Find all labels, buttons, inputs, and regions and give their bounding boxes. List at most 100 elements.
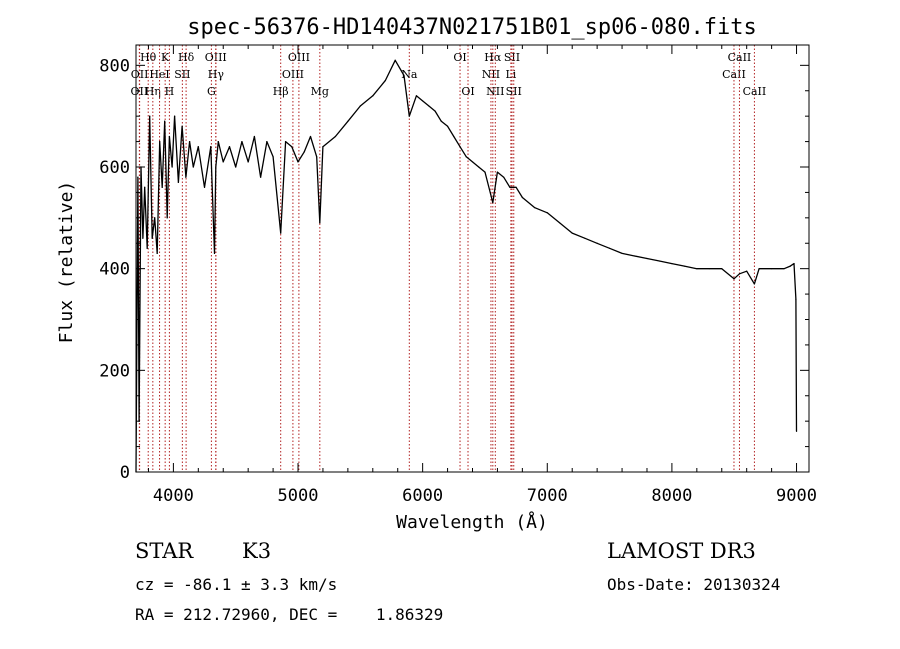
data-point xyxy=(459,146,461,148)
survey-name: LAMOST DR3 xyxy=(607,539,756,563)
data-point xyxy=(415,95,418,97)
line-marker-label: CaII xyxy=(743,85,767,98)
data-point xyxy=(492,201,494,204)
line-marker-label: Li xyxy=(505,68,516,81)
data-point xyxy=(272,156,274,158)
cz-value: cz = -86.1 ± 3.3 km/s xyxy=(135,575,338,594)
line-marker-label: Hθ xyxy=(140,51,157,64)
line-marker-label: SII xyxy=(506,85,522,98)
data-point xyxy=(465,156,467,158)
data-point xyxy=(484,171,486,173)
line-marker-label: OII xyxy=(131,68,149,81)
data-point xyxy=(137,176,139,178)
line-marker-label: HeI xyxy=(149,68,169,81)
line-marker-label: Na xyxy=(401,68,418,81)
data-point xyxy=(280,232,282,234)
data-point xyxy=(753,283,756,285)
data-point xyxy=(215,166,217,168)
data-point xyxy=(696,268,698,270)
data-point xyxy=(174,115,176,117)
x-axis-label: Wavelength (Å) xyxy=(396,511,548,533)
data-point xyxy=(266,140,268,143)
x-tick-label: 5000 xyxy=(278,486,319,506)
data-point xyxy=(422,100,424,102)
data-point xyxy=(403,74,405,77)
line-marker-label: G xyxy=(207,85,216,98)
data-point xyxy=(408,115,410,117)
data-point xyxy=(177,181,179,183)
data-point xyxy=(188,140,191,143)
line-marker-label: CaII xyxy=(722,68,746,81)
data-point xyxy=(608,247,611,249)
line-marker-label: Mg xyxy=(311,85,329,98)
data-point xyxy=(428,105,430,107)
line-marker-label: Hα xyxy=(484,51,502,64)
data-point xyxy=(559,222,561,224)
data-point xyxy=(291,146,293,148)
data-point xyxy=(260,176,262,178)
line-marker-label: Hγ xyxy=(208,68,225,81)
data-point xyxy=(210,146,212,148)
data-point xyxy=(217,140,219,143)
line-marker-label: NII xyxy=(482,68,500,81)
data-point xyxy=(738,273,741,275)
data-point xyxy=(478,166,480,168)
data-point xyxy=(166,217,168,219)
data-point xyxy=(793,262,795,265)
line-marker-label: OIII xyxy=(282,68,304,81)
data-point xyxy=(733,278,735,280)
data-point xyxy=(683,265,685,267)
subclass: K3 xyxy=(242,539,272,563)
chart-title: spec-56376-HD140437N021751B01_sp06-080.f… xyxy=(187,15,757,40)
data-point xyxy=(771,268,773,270)
y-tick-label: 200 xyxy=(99,361,130,381)
data-point xyxy=(168,135,171,138)
line-marker-label: CaII xyxy=(728,51,752,64)
line-marker-label: Hβ xyxy=(273,85,289,98)
line-marker-label: Hδ xyxy=(178,51,195,64)
data-point xyxy=(758,268,760,270)
data-point xyxy=(658,260,661,262)
data-point xyxy=(571,232,573,234)
y-axis-label: Flux (relative) xyxy=(56,181,77,344)
data-point xyxy=(316,156,318,158)
data-point xyxy=(197,146,199,148)
line-marker-label: OI xyxy=(461,85,474,98)
x-tick-label: 6000 xyxy=(402,486,443,506)
x-tick-label: 4000 xyxy=(153,486,194,506)
data-point xyxy=(546,212,548,214)
spectrum-line xyxy=(135,59,798,473)
data-point xyxy=(440,120,442,122)
data-point xyxy=(146,247,148,249)
data-point xyxy=(213,252,216,255)
data-point xyxy=(151,237,153,239)
plot-frame xyxy=(135,44,810,473)
data-point xyxy=(471,161,474,163)
data-point xyxy=(359,105,361,107)
data-point xyxy=(646,257,648,260)
data-point xyxy=(721,268,723,270)
data-point xyxy=(509,186,511,188)
data-point xyxy=(795,430,798,432)
y-tick-label: 400 xyxy=(99,260,130,280)
data-point xyxy=(789,265,791,267)
data-point xyxy=(235,166,237,168)
data-point xyxy=(334,135,337,138)
data-point xyxy=(228,146,231,148)
data-point xyxy=(347,120,349,122)
data-point xyxy=(161,186,163,188)
data-point xyxy=(192,166,194,168)
x-tick-label: 7000 xyxy=(527,486,568,506)
data-point xyxy=(144,186,146,188)
data-point xyxy=(154,217,156,219)
line-marker-label: SII xyxy=(174,68,190,81)
data-point xyxy=(783,268,785,270)
data-point xyxy=(434,110,436,112)
obs-date: Obs-Date: 20130324 xyxy=(607,575,781,594)
data-point xyxy=(515,186,517,188)
data-point xyxy=(394,59,396,61)
data-point xyxy=(297,161,299,163)
line-marker-label: OIII xyxy=(205,51,227,64)
data-point xyxy=(253,135,255,138)
